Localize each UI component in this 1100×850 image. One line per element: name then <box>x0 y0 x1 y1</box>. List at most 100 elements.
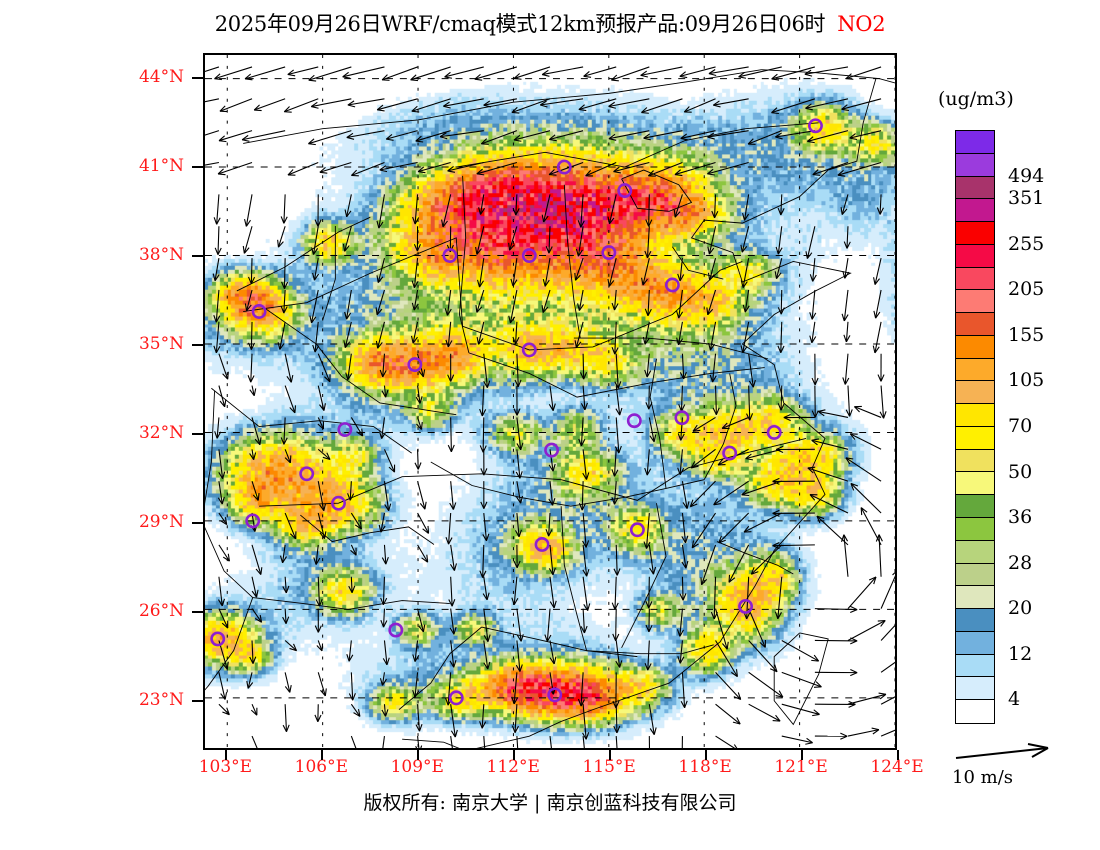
wind-arrow-icon <box>681 512 689 544</box>
wind-arrow-icon <box>385 130 418 141</box>
wind-arrow-icon <box>860 507 882 546</box>
colorbar-band <box>956 290 994 314</box>
wind-arrow-icon <box>376 257 385 283</box>
wind-arrow-icon <box>378 512 386 533</box>
wind-arrow-icon <box>441 194 452 228</box>
wind-arrow-icon <box>814 669 858 677</box>
colorbar-tick-label: 20 <box>1008 597 1033 620</box>
wind-arrow-icon <box>343 321 352 348</box>
wind-arrow-icon <box>376 98 418 112</box>
wind-arrow-icon <box>643 130 683 141</box>
wind-arrow-icon <box>515 640 523 672</box>
wind-arrow-icon <box>740 226 750 253</box>
map-plot-area[interactable] <box>203 53 897 750</box>
wind-arrow-icon <box>416 417 423 430</box>
lat-tick-mark <box>192 521 203 524</box>
wind-arrow-icon <box>644 226 652 259</box>
wind-arrow-icon <box>680 130 716 141</box>
wind-arrow-icon <box>582 544 590 577</box>
wind-arrow-icon <box>809 321 817 344</box>
colorbar-tick-label: 36 <box>1008 506 1033 529</box>
wind-arrow-icon <box>317 512 327 540</box>
wind-arrow-icon <box>648 704 657 735</box>
lat-tick-label: 44°N <box>138 66 184 87</box>
wind-arrow-icon <box>251 608 263 623</box>
wind-arrow-icon <box>379 353 387 378</box>
wind-arrow-icon <box>249 640 257 664</box>
wind-arrow-icon <box>545 226 553 254</box>
wind-arrow-icon <box>476 161 518 176</box>
wind-arrow-icon <box>447 417 455 453</box>
wind-arrow-icon <box>809 258 817 282</box>
wind-arrow-icon <box>479 544 487 578</box>
city-marker <box>601 245 617 261</box>
wind-arrow-icon <box>816 515 849 546</box>
wind-arrow-icon <box>205 130 220 136</box>
colorbar-band <box>956 449 994 473</box>
wind-arrow-icon <box>218 130 253 143</box>
wind-arrow-icon <box>613 544 621 576</box>
wind-arrow-icon <box>219 98 253 113</box>
wind-arrow-icon <box>410 321 419 344</box>
wind-arrow-icon <box>674 161 716 177</box>
wind-arrow-icon <box>284 640 298 652</box>
wind-arrow-icon <box>673 194 683 218</box>
colorbar-band <box>956 609 994 632</box>
wind-arrow-icon <box>241 130 286 142</box>
wind-arrow-icon <box>807 466 849 482</box>
wind-arrow-icon <box>877 353 885 382</box>
wind-arrow-icon <box>645 608 653 633</box>
wind-arrow-icon <box>480 481 488 509</box>
city-marker <box>664 277 680 293</box>
colorbar-tick-label: 105 <box>1008 369 1045 392</box>
wind-arrow-icon <box>676 289 684 319</box>
wind-arrow-icon <box>843 321 851 343</box>
border-path <box>398 626 482 710</box>
wind-arrow-icon <box>845 66 882 80</box>
wind-arrow-icon <box>805 98 849 111</box>
wind-arrow-icon <box>381 66 418 81</box>
wind-arrow-icon <box>448 576 456 607</box>
wind-arrow-icon <box>772 477 815 485</box>
wind-arrow-icon <box>880 729 895 737</box>
wind-arrow-icon <box>548 481 556 506</box>
wind-arrow-icon <box>214 417 222 439</box>
wind-arrow-icon <box>313 544 321 565</box>
wind-arrow-icon <box>449 481 457 510</box>
wind-arrow-icon <box>218 672 228 700</box>
wind-arrow-icon <box>417 544 429 563</box>
colorbar-band <box>956 244 994 268</box>
border-path <box>265 308 457 416</box>
wind-arrow-icon <box>250 703 258 716</box>
wind-arrow-icon <box>218 353 229 380</box>
wind-arrow-icon <box>350 703 361 717</box>
wind-arrow-icon <box>644 449 652 476</box>
wind-arrow-icon <box>317 448 331 461</box>
wind-arrow-icon <box>715 671 742 701</box>
wind-arrow-icon <box>811 438 849 450</box>
wind-arrow-icon <box>679 576 687 601</box>
map-overlay-vectors <box>205 55 895 748</box>
wind-arrow-icon <box>415 130 451 143</box>
wind-arrow-icon <box>680 672 688 709</box>
wind-arrow-icon <box>728 544 750 583</box>
wind-arrow-icon <box>772 542 815 550</box>
wind-arrow-icon <box>541 289 551 313</box>
wind-arrow-icon <box>483 98 517 108</box>
wind-arrow-icon <box>840 194 849 215</box>
wind-arrow-icon <box>880 661 895 673</box>
wind-arrow-icon <box>512 194 520 216</box>
wind-arrow-icon <box>347 98 385 108</box>
wind-arrow-icon <box>712 98 749 108</box>
wind-arrow-icon <box>880 696 895 705</box>
city-marker <box>808 118 823 134</box>
wind-arrow-icon <box>807 130 849 144</box>
wind-arrow-icon <box>613 704 621 734</box>
colorbar[interactable] <box>955 130 995 724</box>
wind-arrow-icon <box>608 98 650 109</box>
colorbar-band <box>956 131 994 154</box>
wind-arrow-icon <box>383 481 392 512</box>
border-path <box>243 237 743 351</box>
wind-arrow-icon <box>514 512 522 538</box>
wind-arrow-icon <box>837 161 882 177</box>
